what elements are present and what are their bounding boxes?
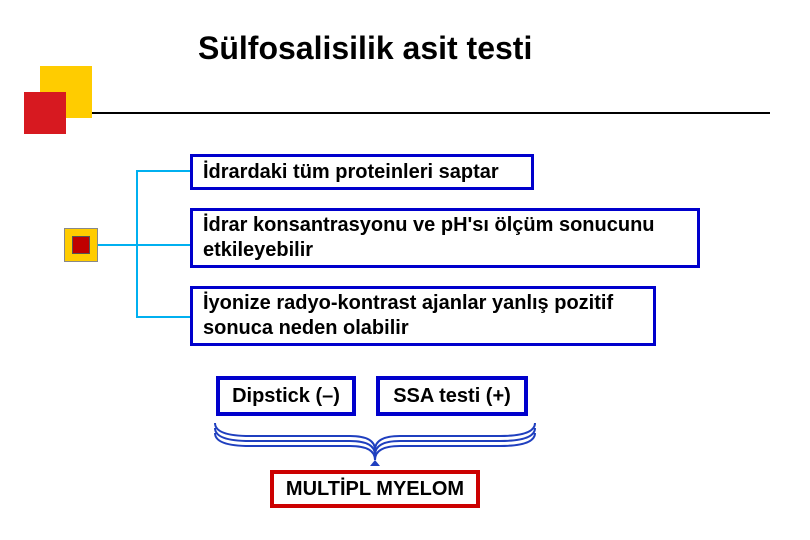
decor-red-square [24,92,66,134]
box-concentration: İdrar konsantrasyonu ve pH'sı ölçüm sonu… [190,208,700,268]
connector-h2 [98,244,190,246]
box-myelom-text: MULTİPL MYELOM [278,473,472,506]
box-contrast: İyonize radyo-kontrast ajanlar yanlış po… [190,286,656,346]
box-myelom: MULTİPL MYELOM [270,470,480,508]
box-contrast-text: İyonize radyo-kontrast ajanlar yanlış po… [193,285,653,347]
connector-h3 [136,316,190,318]
box-dipstick-text: Dipstick (–) [224,380,348,413]
title-underline [40,112,770,114]
box-dipstick: Dipstick (–) [216,376,356,416]
box-concentration-text: İdrar konsantrasyonu ve pH'sı ölçüm sonu… [193,207,697,269]
box-ssa: SSA testi (+) [376,376,528,416]
box-proteins-text: İdrardaki tüm proteinleri saptar [193,154,509,191]
box-ssa-text: SSA testi (+) [385,380,519,413]
bullet-inner [72,236,90,254]
brace-merge [210,418,540,468]
connector-vline [136,170,138,316]
connector-h1 [136,170,190,172]
box-proteins: İdrardaki tüm proteinleri saptar [190,154,534,190]
page-title: Sülfosalisilik asit testi [198,30,532,67]
